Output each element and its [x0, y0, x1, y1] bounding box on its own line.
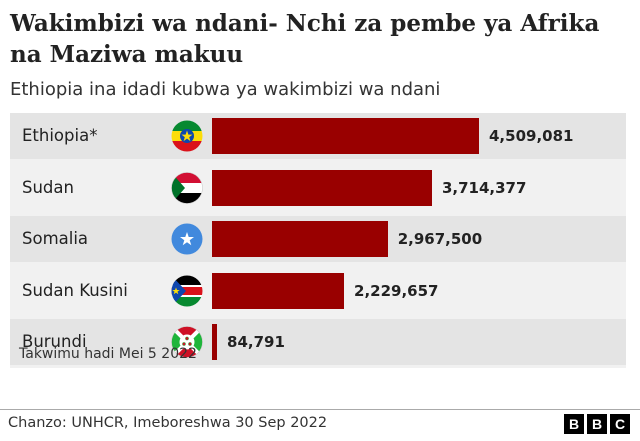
data-label: 2,229,657: [354, 282, 439, 300]
bar: [212, 170, 432, 206]
chart-row: Ethiopia* 4,509,081: [10, 113, 626, 159]
chart-row: Sudan Kusini 2,229,657: [10, 268, 626, 314]
bar: [212, 273, 345, 309]
burundi-flag-icon: [171, 326, 203, 358]
data-label: 4,509,081: [489, 127, 574, 145]
sudan-flag-icon: [171, 172, 203, 204]
category-label: Burundi: [22, 332, 87, 351]
category-label: Somalia: [22, 229, 89, 248]
bbc-logo: B B C: [564, 414, 630, 434]
category-label: Sudan Kusini: [22, 281, 128, 300]
chart-row: Sudan 3,714,377: [10, 165, 626, 211]
bar: [212, 324, 218, 360]
data-label: 3,714,377: [441, 179, 527, 197]
source-text: Chanzo: UNHCR, Imeboreshwa 30 Sep 2022: [8, 415, 328, 431]
data-label: 2,967,500: [397, 230, 483, 248]
bar: [212, 118, 479, 154]
chart-row: Somalia 2,967,500: [10, 216, 626, 262]
logo-letter: B: [587, 414, 607, 434]
data-label: 84,791: [227, 333, 285, 351]
logo-letter: C: [610, 414, 630, 434]
ethiopia-flag-icon: [171, 120, 203, 152]
category-label: Ethiopia*: [22, 126, 98, 145]
bar-chart: Ethiopia* 4,509,081 Sudan 3,714,377 Somalia 2…: [10, 113, 626, 368]
chart-subtitle: Ethiopia ina idadi kubwa ya wakimbizi wa…: [10, 79, 441, 100]
south-sudan-flag-icon: [171, 275, 203, 307]
footer-divider: [0, 409, 640, 410]
somalia-flag-icon: [171, 223, 203, 255]
logo-letter: B: [564, 414, 584, 434]
chart-note: Takwimu hadi Mei 5 2022: [19, 346, 197, 362]
chart-row: Burundi 84,791: [10, 319, 626, 365]
category-label: Sudan: [22, 178, 74, 197]
chart-title: Wakimbizi wa ndani- Nchi za pembe ya Afr…: [10, 10, 600, 68]
bar: [212, 221, 388, 257]
